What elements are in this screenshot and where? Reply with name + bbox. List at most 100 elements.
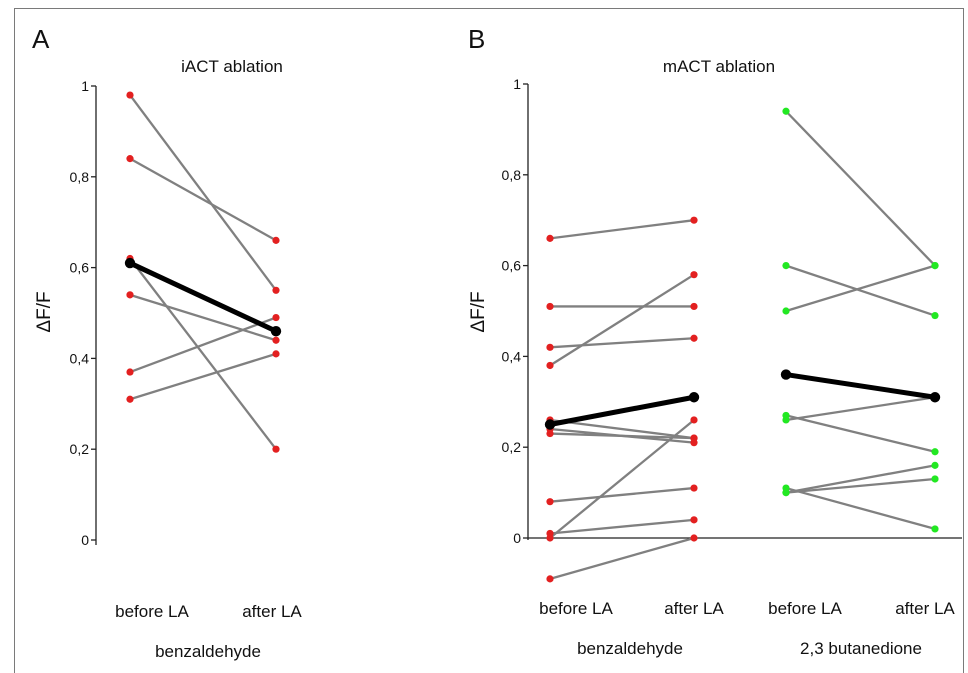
panel-b-group-1-series-line	[549, 536, 695, 580]
panel-b-group-1-data-point	[690, 484, 698, 492]
panel-a-data-point	[126, 291, 134, 299]
panel-a-y-tick-label: 0,4	[70, 350, 90, 366]
panel-a-label: A	[32, 24, 50, 54]
panel-b-category-1: before LA	[539, 599, 613, 618]
panel-b-y-tick-label: 1	[513, 76, 521, 92]
panel-a-group-label: benzaldehyde	[155, 642, 261, 661]
panel-b-group-1-data-point	[546, 575, 554, 583]
panel-a-series-line	[129, 94, 277, 291]
panel-a-data-point	[272, 445, 280, 453]
panel-a-series-line	[129, 316, 277, 374]
panel-b-label: B	[468, 24, 485, 54]
panel-b-group-2-series-line	[785, 264, 936, 313]
panel-b-group-1-data-point	[690, 302, 698, 311]
panel-b-group-1-data-point	[546, 343, 554, 351]
panel-a-data-point	[272, 236, 280, 244]
panel-b-group-1-data-point	[546, 361, 554, 370]
panel-a-series-line	[129, 257, 277, 450]
panel-a-y-axis-label: ΔF/F	[34, 291, 55, 332]
panel-b-group-1-mean-point	[688, 392, 700, 403]
panel-a-data-point	[272, 313, 280, 322]
panel-b-group-1-data-point	[690, 271, 698, 279]
panel-b-group-1-data-point	[546, 429, 554, 438]
panel-b-group-1-series-line	[549, 418, 695, 440]
panel-a-category-after: after LA	[242, 602, 302, 621]
panel-b-group-label-butanedione: 2,3 butanedione	[800, 639, 922, 658]
panel-b-title: mACT ablation	[663, 57, 775, 76]
panel-b-y-tick-label: 0,8	[502, 167, 522, 183]
panel-b-group-1-data-point	[690, 516, 698, 524]
panel-b-group-1-data-point	[546, 302, 554, 311]
panel-b-group-1-series-line	[549, 219, 695, 240]
panel-a-y-tick-label: 1	[81, 78, 89, 94]
panel-b-group-1-series-line	[549, 337, 695, 349]
panel-b-group-2-mean-point	[780, 369, 792, 380]
panel-b-group-2-data-point	[931, 525, 939, 533]
panel-b-group-1-data-point	[690, 534, 698, 542]
panel-a-mean-line	[128, 260, 278, 334]
panel-b-group-1-mean-line	[549, 394, 695, 427]
panel-a-category-before: before LA	[115, 602, 189, 621]
panel-b-group-1-data-point	[690, 334, 698, 342]
panel-b-category-2: after LA	[664, 599, 724, 618]
panel-a-data-point	[272, 336, 280, 344]
panel-b-group-2-series-line	[785, 477, 936, 494]
panel-b-group-2-series-line	[785, 414, 936, 453]
panel-b-group-2-data-point	[782, 307, 790, 315]
panel-a-data-point	[126, 368, 134, 376]
panel-b-y-axis-label: ΔF/F	[468, 291, 489, 332]
panel-b-group-2-series-line	[785, 110, 936, 267]
panel-b-y-tick-label: 0,2	[502, 439, 522, 455]
panel-b-group-1-data-point	[546, 234, 554, 242]
panel-b-group-1-series-line	[549, 486, 695, 503]
panel-a-y-tick-label: 0,8	[70, 169, 90, 185]
panel-b-group-1-data-point	[690, 216, 698, 224]
panel-b-group-2-series-line	[785, 464, 936, 494]
panel-a-mean-point	[270, 325, 282, 337]
panel-b-group-1-series-line	[549, 419, 695, 539]
panel-b-group-2-mean-line	[785, 372, 936, 400]
panel-b-y-tick-label: 0,6	[502, 258, 522, 274]
panel-a-series-line	[129, 293, 277, 342]
panel-b-group-2-data-point	[931, 262, 939, 270]
panel-a-data-point	[272, 286, 280, 294]
panel-a-y-tick-label: 0,6	[70, 260, 90, 276]
panel-b-group-1-data-point	[690, 416, 698, 424]
panel-b-group-1-series-line	[549, 432, 695, 440]
panel-a-series-line	[129, 352, 277, 401]
panel-b-group-1-data-point	[690, 434, 698, 442]
panel-b-group-2-series-line	[785, 486, 936, 531]
panel-a-data-point	[126, 91, 134, 99]
panel-b-group-1-data-point	[546, 534, 554, 542]
panel-a-title: iACT ablation	[181, 57, 283, 76]
panel-b-group-2-mean-point	[929, 392, 941, 403]
panel-a-y-tick-label: 0	[81, 532, 89, 548]
figure-frame	[14, 8, 964, 673]
panel-a-data-point	[126, 155, 134, 163]
panel-b-group-2-series-line	[785, 396, 936, 422]
panel-b-group-2-data-point	[931, 311, 939, 320]
panel-b-group-2-data-point	[782, 262, 790, 270]
panel-a-data-point	[126, 395, 134, 403]
panel-b-category-3: before LA	[768, 599, 842, 618]
panel-b-group-2-data-point	[782, 107, 790, 115]
panel-b-group-2-series-line	[785, 264, 936, 317]
panel-a-series-line	[129, 157, 277, 242]
panel-b-group-2-data-point	[931, 448, 939, 456]
panel-b-group-2-data-point	[931, 475, 939, 483]
panel-b-group-1-mean-point	[544, 419, 556, 430]
panel-b-group-1-series-line	[549, 518, 695, 535]
panel-b-group-1-series-line	[549, 273, 695, 367]
panel-b-group-2-data-point	[931, 461, 939, 469]
panel-b-y-tick-label: 0,4	[502, 348, 522, 364]
panel-a-data-point	[272, 350, 280, 358]
panel-a-y-tick-label: 0,2	[70, 441, 90, 457]
panel-b-group-1-data-point	[546, 498, 554, 506]
panel-b-y-tick-label: 0	[513, 530, 521, 546]
panel-b-group-2-data-point	[782, 484, 790, 492]
panel-b-group-label-benzaldehyde: benzaldehyde	[577, 639, 683, 658]
panel-b-category-4: after LA	[895, 599, 955, 618]
panel-a-mean-point	[124, 257, 136, 269]
